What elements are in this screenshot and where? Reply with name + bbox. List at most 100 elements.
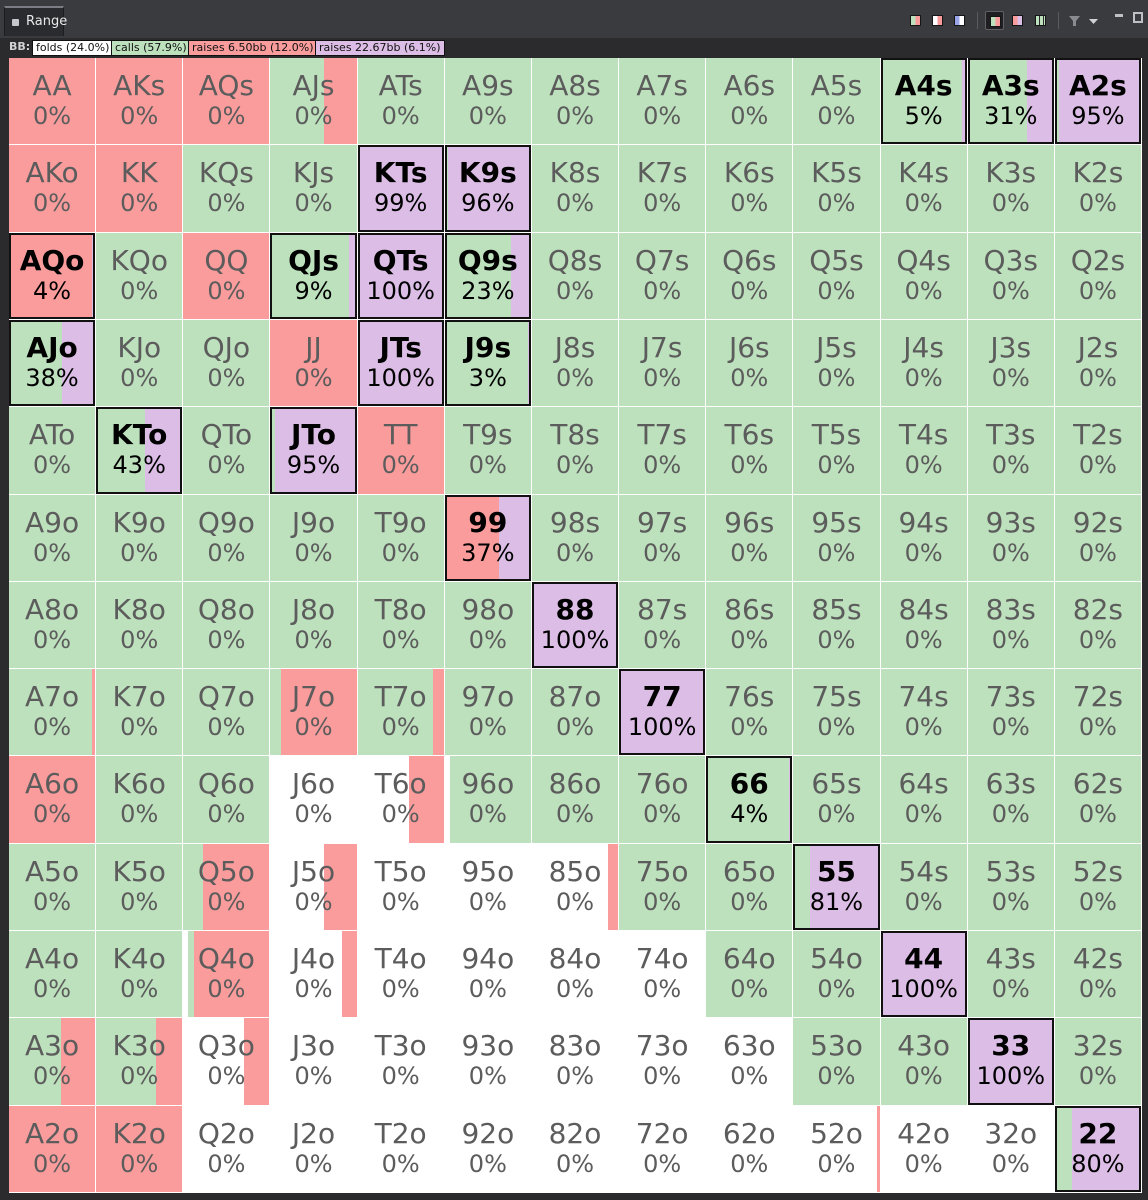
hand-cell-84s[interactable]: 84s 0% (880, 581, 968, 670)
hand-cell-K5o[interactable]: K5o 0% (96, 843, 184, 932)
hand-cell-94s[interactable]: 94s 0% (880, 494, 968, 582)
hand-cell-A8s[interactable]: A8s 0% (531, 58, 620, 146)
hand-cell-QTs[interactable]: QTs 100% (357, 232, 445, 320)
hand-cell-73o[interactable]: 73o 0% (619, 1018, 707, 1106)
hand-cell-K4o[interactable]: K4o 0% (96, 931, 184, 1019)
hand-cell-T7s[interactable]: T7s 0% (619, 407, 707, 495)
hand-cell-52o[interactable]: 52o 0% (793, 1105, 881, 1193)
hand-cell-97o[interactable]: 97o 0% (444, 669, 532, 757)
hand-cell-T7o[interactable]: T7o 0% (357, 669, 445, 757)
hand-cell-K2s[interactable]: K2s 0% (1054, 145, 1142, 233)
hand-cell-QQ[interactable]: QQ 0% (183, 232, 271, 320)
hand-cell-64o[interactable]: 64o 0% (706, 931, 794, 1019)
hand-cell-74o[interactable]: 74o 0% (619, 931, 707, 1019)
hand-cell-A3o[interactable]: A3o 0% (9, 1018, 97, 1106)
hand-cell-72s[interactable]: 72s 0% (1054, 669, 1142, 757)
hand-cell-AJo[interactable]: AJo 38% (9, 319, 97, 408)
hand-cell-99[interactable]: 99 37% (444, 494, 532, 582)
hand-cell-93o[interactable]: 93o 0% (444, 1018, 532, 1106)
hand-cell-92o[interactable]: 92o 0% (444, 1105, 532, 1193)
hand-cell-Q5s[interactable]: Q5s 0% (793, 232, 881, 320)
hand-cell-Q6o[interactable]: Q6o 0% (183, 756, 271, 844)
hand-cell-J6o[interactable]: J6o 0% (270, 756, 358, 844)
hand-cell-64s[interactable]: 64s 0% (880, 756, 968, 844)
hand-cell-Q4o[interactable]: Q4o 0% (183, 931, 271, 1019)
hand-cell-54o[interactable]: 54o 0% (793, 931, 881, 1019)
hand-cell-A9o[interactable]: A9o 0% (9, 494, 97, 582)
hand-cell-98o[interactable]: 98o 0% (444, 581, 532, 670)
hand-cell-A5o[interactable]: A5o 0% (9, 843, 97, 932)
hand-cell-Q9o[interactable]: Q9o 0% (183, 494, 271, 582)
hand-cell-J5s[interactable]: J5s 0% (793, 319, 881, 408)
hand-cell-A2s[interactable]: A2s 95% (1054, 58, 1142, 146)
hand-cell-T8s[interactable]: T8s 0% (531, 407, 620, 495)
hand-cell-A6o[interactable]: A6o 0% (9, 756, 97, 844)
hand-cell-J4o[interactable]: J4o 0% (270, 931, 358, 1019)
hand-cell-J7o[interactable]: J7o 0% (270, 669, 358, 757)
hand-cell-KJs[interactable]: KJs 0% (270, 145, 358, 233)
hand-cell-98s[interactable]: 98s 0% (531, 494, 620, 582)
filter-dropdown-button[interactable] (1084, 11, 1103, 30)
hand-cell-T9o[interactable]: T9o 0% (357, 494, 445, 582)
hand-cell-JTo[interactable]: JTo 95% (270, 407, 358, 495)
hand-cell-AQs[interactable]: AQs 0% (183, 58, 271, 146)
hand-cell-95o[interactable]: 95o 0% (444, 843, 532, 932)
hand-cell-T2s[interactable]: T2s 0% (1054, 407, 1142, 495)
hand-cell-K8s[interactable]: K8s 0% (531, 145, 620, 233)
hand-cell-JJ[interactable]: JJ 0% (270, 319, 358, 408)
hand-cell-Q4s[interactable]: Q4s 0% (880, 232, 968, 320)
hand-cell-63s[interactable]: 63s 0% (967, 756, 1055, 844)
hand-cell-K7s[interactable]: K7s 0% (619, 145, 707, 233)
hand-cell-J3o[interactable]: J3o 0% (270, 1018, 358, 1106)
hand-cell-Q6s[interactable]: Q6s 0% (706, 232, 794, 320)
hand-cell-Q8s[interactable]: Q8s 0% (531, 232, 620, 320)
hand-cell-J6s[interactable]: J6s 0% (706, 319, 794, 408)
hand-cell-85s[interactable]: 85s 0% (793, 581, 881, 670)
hand-cell-KK[interactable]: KK 0% (96, 145, 184, 233)
hand-cell-84o[interactable]: 84o 0% (531, 931, 620, 1019)
hand-cell-87s[interactable]: 87s 0% (619, 581, 707, 670)
hand-cell-T6o[interactable]: T6o 0% (357, 756, 445, 844)
hand-cell-T8o[interactable]: T8o 0% (357, 581, 445, 670)
hand-cell-T4s[interactable]: T4s 0% (880, 407, 968, 495)
hand-cell-J4s[interactable]: J4s 0% (880, 319, 968, 408)
hand-cell-53o[interactable]: 53o 0% (793, 1018, 881, 1106)
hand-cell-A4s[interactable]: A4s 5% (880, 58, 968, 146)
hand-cell-K9s[interactable]: K9s 96% (444, 145, 532, 233)
hand-cell-A4o[interactable]: A4o 0% (9, 931, 97, 1019)
hand-cell-32o[interactable]: 32o 0% (967, 1105, 1055, 1193)
hand-cell-KQs[interactable]: KQs 0% (183, 145, 271, 233)
hand-cell-JTs[interactable]: JTs 100% (357, 319, 445, 408)
hand-cell-75o[interactable]: 75o 0% (619, 843, 707, 932)
hand-cell-K2o[interactable]: K2o 0% (96, 1105, 184, 1193)
hand-cell-65o[interactable]: 65o 0% (706, 843, 794, 932)
hand-cell-44[interactable]: 44 100% (880, 931, 968, 1019)
hand-cell-K4s[interactable]: K4s 0% (880, 145, 968, 233)
hand-cell-62s[interactable]: 62s 0% (1054, 756, 1142, 844)
hand-cell-QTo[interactable]: QTo 0% (183, 407, 271, 495)
hand-cell-97s[interactable]: 97s 0% (619, 494, 707, 582)
hand-cell-22[interactable]: 22 80% (1054, 1105, 1142, 1193)
hand-cell-83o[interactable]: 83o 0% (531, 1018, 620, 1106)
hand-cell-A2o[interactable]: A2o 0% (9, 1105, 97, 1193)
hand-cell-J7s[interactable]: J7s 0% (619, 319, 707, 408)
hand-cell-74s[interactable]: 74s 0% (880, 669, 968, 757)
hand-cell-A9s[interactable]: A9s 0% (444, 58, 532, 146)
hand-cell-ATo[interactable]: ATo 0% (9, 407, 97, 495)
hand-cell-KTo[interactable]: KTo 43% (96, 407, 184, 495)
grid-view-button[interactable] (1031, 11, 1050, 30)
blue-tile-view-button[interactable] (950, 11, 969, 30)
hand-cell-63o[interactable]: 63o 0% (706, 1018, 794, 1106)
hand-cell-T5o[interactable]: T5o 0% (357, 843, 445, 932)
hand-cell-94o[interactable]: 94o 0% (444, 931, 532, 1019)
hand-cell-Q7o[interactable]: Q7o 0% (183, 669, 271, 757)
hand-cell-KTs[interactable]: KTs 99% (357, 145, 445, 233)
hand-cell-A7o[interactable]: A7o 0% (9, 669, 97, 757)
pink-columns-button[interactable] (1008, 11, 1027, 30)
hand-cell-Q7s[interactable]: Q7s 0% (619, 232, 707, 320)
hand-cell-J9s[interactable]: J9s 3% (444, 319, 532, 408)
hand-cell-88[interactable]: 88 100% (531, 581, 620, 670)
hand-cell-J9o[interactable]: J9o 0% (270, 494, 358, 582)
hand-cell-76s[interactable]: 76s 0% (706, 669, 794, 757)
hand-cell-Q3s[interactable]: Q3s 0% (967, 232, 1055, 320)
